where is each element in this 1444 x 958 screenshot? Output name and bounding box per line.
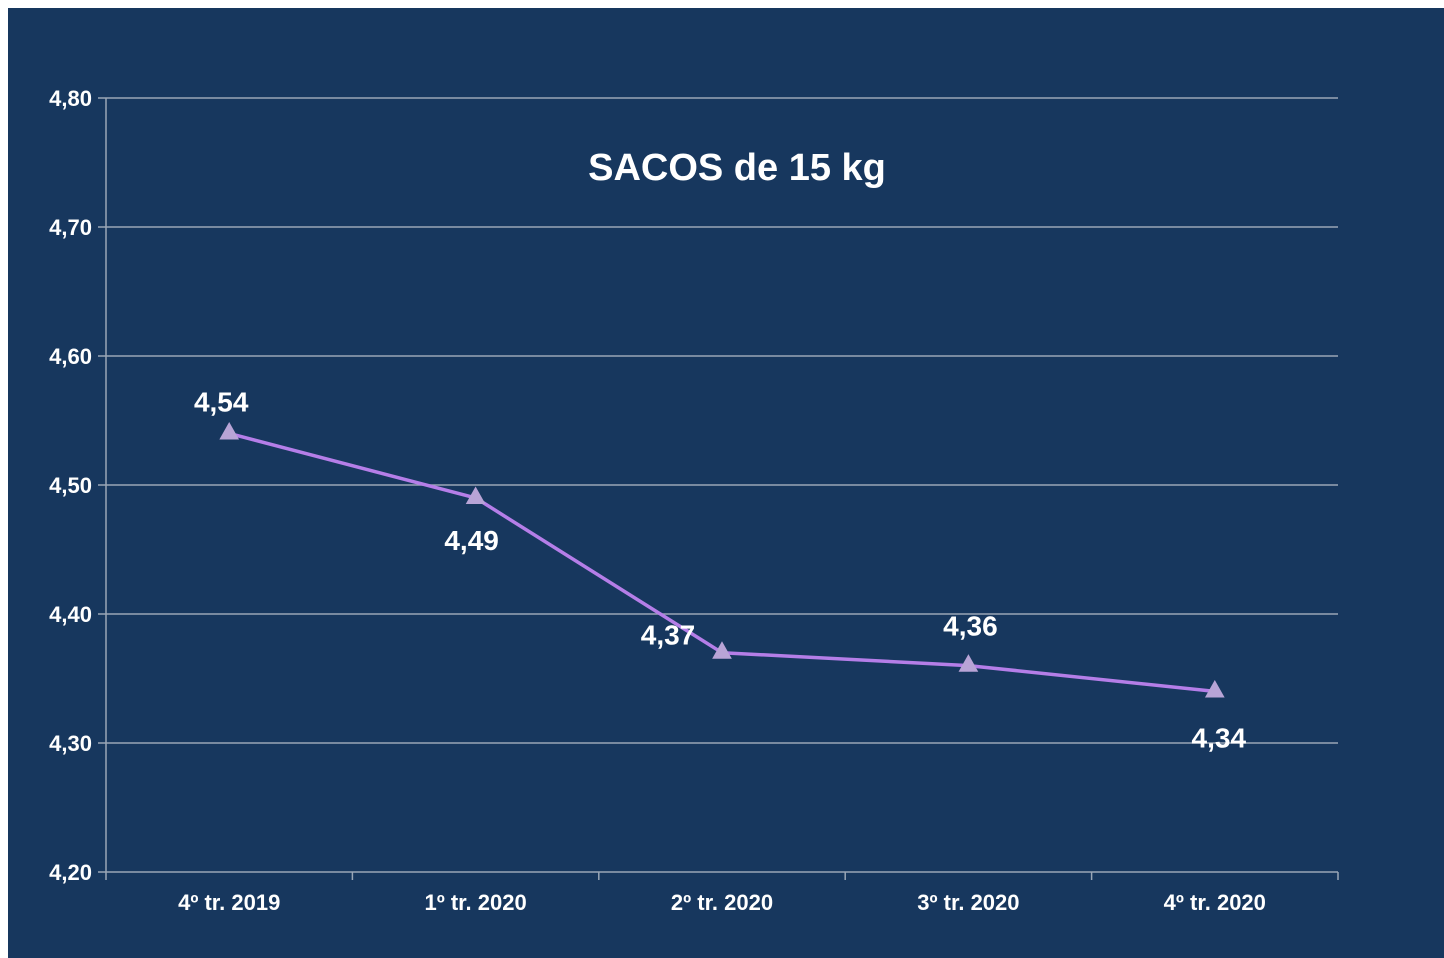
data-label: 4,49	[444, 525, 499, 556]
x-tick-label: 2º tr. 2020	[671, 890, 773, 915]
y-tick-label: 4,70	[49, 215, 92, 240]
x-tick-label: 3º tr. 2020	[917, 890, 1019, 915]
data-label: 4,36	[943, 611, 998, 642]
data-point-marker	[219, 421, 240, 440]
y-tick-label: 4,50	[49, 473, 92, 498]
chart-frame: 4,20 4,30 4,40 4,50 4,60 4,70 4,80 4º tr. 2019…	[8, 8, 1444, 958]
y-tick-label: 4,80	[49, 86, 92, 111]
data-labels: 4,54 4,49 4,37 4,36 4,34	[194, 386, 1247, 753]
axes	[98, 97, 1339, 880]
x-tick-label: 4º tr. 2020	[1164, 890, 1266, 915]
data-label: 4,37	[641, 620, 696, 651]
data-markers	[219, 421, 1225, 698]
y-tick-label: 4,40	[49, 602, 92, 627]
line-chart: 4,20 4,30 4,40 4,50 4,60 4,70 4,80 4º tr. 2019…	[49, 86, 1339, 915]
y-tick-label: 4,60	[49, 344, 92, 369]
x-tick-label: 4º tr. 2019	[178, 890, 280, 915]
x-tick-label: 1º tr. 2020	[424, 890, 526, 915]
data-point-marker	[1204, 679, 1225, 698]
data-point-marker	[465, 486, 486, 504]
data-label: 4,34	[1192, 722, 1247, 753]
data-point-marker	[958, 654, 979, 672]
data-point-marker	[712, 641, 732, 659]
y-tick-label: 4,20	[49, 860, 92, 885]
x-tick-labels: 4º tr. 2019 1º tr. 2020 2º tr. 2020 3º tr. …	[178, 890, 1266, 915]
chart-title: SACOS de 15 kg	[588, 147, 886, 189]
y-tick-label: 4,30	[49, 731, 92, 756]
data-label: 4,54	[194, 386, 249, 417]
grid-lines	[106, 97, 1338, 744]
y-tick-labels: 4,20 4,30 4,40 4,50 4,60 4,70 4,80	[49, 86, 92, 885]
